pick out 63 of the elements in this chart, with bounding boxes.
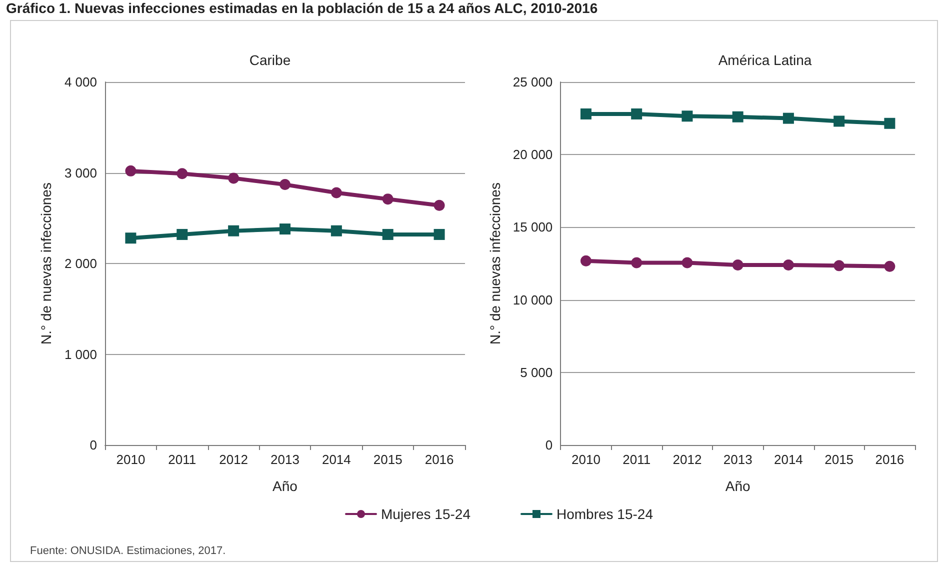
source-note: Fuente: ONUSIDA. Estimaciones, 2017.	[30, 545, 226, 557]
y-tick-label: 15 000	[512, 220, 553, 235]
x-tick-label: 2015	[373, 452, 402, 467]
point	[228, 172, 240, 184]
y-tick-label: 10 000	[512, 292, 553, 308]
x-tick-label: 2014	[322, 452, 351, 467]
x-tick-label: 2011	[622, 452, 651, 467]
y-tick-label: 4 000	[64, 74, 97, 90]
x-tick-label: 2013	[270, 452, 300, 467]
point	[280, 224, 290, 235]
point	[330, 187, 342, 198]
text: Gráfico 1. Nuevas infecciones estimadas en la población de 15 a 24 años ALC, 2010-2016	[6, 0, 598, 16]
point	[782, 112, 794, 124]
y-tick-label: 25 000	[512, 74, 553, 90]
x-tick-label: 2016	[875, 452, 904, 467]
point	[682, 110, 693, 122]
chart-title: Caribe	[249, 52, 291, 68]
x-tick-label: 2016	[424, 452, 454, 467]
y-tick-label: 20 000	[512, 147, 553, 162]
y-tick-label: 2 000	[64, 256, 97, 271]
y-tick-label: 0	[545, 438, 553, 452]
point	[580, 108, 592, 120]
point	[176, 228, 188, 240]
y-tick-label: 3 000	[64, 165, 97, 180]
y-tick-label: 0	[90, 438, 97, 452]
x-tick-label: 2015	[824, 452, 854, 467]
point	[682, 257, 693, 268]
y-axis-title: N.° de nuevas infecciones	[487, 182, 503, 345]
point	[631, 257, 642, 268]
point	[382, 228, 394, 240]
point	[732, 111, 744, 122]
point	[125, 232, 136, 244]
point	[732, 259, 744, 270]
chart-title: América Latina	[718, 52, 812, 68]
point	[176, 168, 188, 180]
x-tick-label: 2010	[116, 452, 146, 467]
x-tick-label: 2011	[168, 452, 196, 467]
x-axis-title: Año	[272, 478, 298, 494]
x-tick-label: 2013	[723, 452, 752, 467]
point	[280, 179, 290, 190]
legend-label: Hombres 15-24	[556, 506, 654, 522]
x-tick-label: 2010	[572, 452, 600, 467]
y-tick-label: 5 000	[520, 364, 553, 380]
x-axis-title: Año	[725, 478, 750, 494]
point	[884, 260, 896, 272]
point	[834, 260, 845, 272]
x-tick-label: 2012	[219, 452, 248, 467]
point	[834, 116, 845, 127]
point	[782, 259, 794, 270]
point	[434, 200, 445, 211]
y-tick-label: 1 000	[64, 346, 97, 362]
x-tick-label: 2012	[672, 452, 702, 467]
x-tick-label: 2014	[774, 452, 803, 467]
point	[330, 225, 342, 236]
point	[228, 225, 240, 236]
y-axis-title: N.° de nuevas infecciones	[38, 182, 54, 345]
point	[434, 228, 445, 240]
legend-label: Mujeres 15-24	[381, 506, 471, 522]
point	[884, 118, 896, 129]
point	[580, 255, 592, 266]
point	[382, 194, 394, 205]
point	[125, 165, 136, 176]
point	[631, 108, 642, 120]
